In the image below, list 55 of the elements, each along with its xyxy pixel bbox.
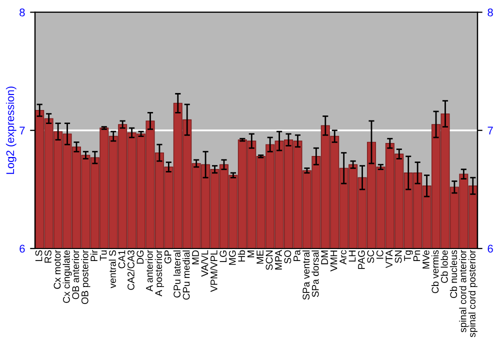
x-tick-label: VPM/VPL [210, 250, 218, 292]
x-tick-label: IC [376, 250, 384, 259]
x-tick-label: PAG [358, 250, 365, 269]
x-tick-label: Pa [294, 250, 300, 261]
x-tick-label: SC [367, 250, 374, 263]
x-tick-label: OB anterior [72, 250, 80, 300]
x-tick-label: Pir [90, 250, 98, 261]
x-tick-label: VMH [330, 250, 338, 272]
x-tick-label: ME [256, 250, 264, 264]
x-tick-label: SPa ventral [302, 250, 310, 300]
x-tick-label: spinal cord posterior [468, 250, 478, 338]
y-tick-label: 7 [20, 126, 25, 134]
x-tick-label: Tu [100, 250, 107, 261]
x-tick-label: SPa dorsal [312, 250, 319, 297]
x-tick-label: Hb [238, 250, 246, 262]
x-tick-label: LH [348, 250, 356, 262]
x-tick-label: Arc [340, 250, 346, 264]
x-tick-label: LS [35, 250, 42, 261]
y-tick-label: 8 [20, 8, 25, 16]
x-tick-label: M [247, 250, 254, 258]
x-tick-label: A posterior [154, 250, 164, 296]
x-tick-label: MPA [275, 250, 282, 270]
y2-tick-label: 7 [488, 126, 493, 134]
x-tick-label: RS [44, 250, 52, 263]
x-tick-label: CPu lateral [173, 250, 180, 298]
x-tick-label: Cb lobe [440, 250, 448, 283]
x-tick-label: SO [284, 250, 292, 264]
x-tick-label: LG [220, 250, 227, 262]
x-tick-label: DM [321, 250, 328, 264]
x-tick-label: ventral S [108, 250, 116, 288]
x-tick-label: GP [164, 250, 172, 264]
x-tick-label: Cx cingulate [62, 250, 72, 303]
x-tick-label: CA1 [118, 250, 126, 268]
x-tick-label: Tg [404, 250, 413, 262]
x-tick-label: A anterior [146, 250, 153, 292]
x-tick-label: SN [394, 250, 402, 263]
x-tick-label: SCN [266, 250, 273, 270]
y-axis-title: Log2 (expression) [6, 86, 16, 174]
x-tick-label: DG [136, 250, 144, 264]
x-tick-label: spinal cord anterior [459, 250, 468, 332]
x-tick-label: VA/VL [201, 250, 208, 277]
x-tick-label: Pn [413, 250, 420, 261]
x-tick-label: OB posterior [81, 250, 90, 304]
x-tick-label: MVe [422, 250, 430, 269]
y2-tick-label: 8 [488, 8, 493, 16]
y-tick-label: 6 [20, 244, 25, 253]
x-tick-label: CA2/CA3 [127, 250, 134, 290]
x-tick-label: Cb vermis [431, 250, 439, 294]
x-tick-label: CPu medial [182, 250, 190, 300]
x-tick-label: Cb nucleus [450, 250, 458, 298]
x-tick-label: MD [192, 250, 199, 264]
x-tick-label: MG [228, 250, 236, 265]
x-tick-label: VTA [386, 250, 392, 268]
y2-tick-label: 6 [488, 244, 493, 253]
x-tick-label: Cx motor [54, 250, 61, 289]
